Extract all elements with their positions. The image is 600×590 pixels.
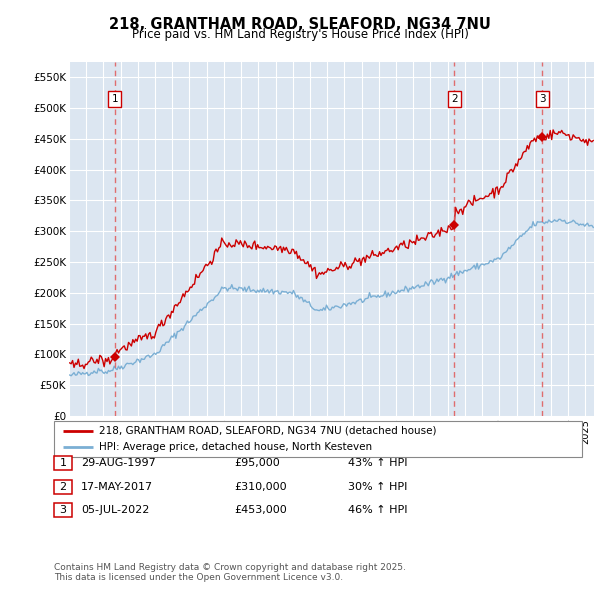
Text: 218, GRANTHAM ROAD, SLEAFORD, NG34 7NU (detached house): 218, GRANTHAM ROAD, SLEAFORD, NG34 7NU (… <box>99 426 437 436</box>
Text: 1: 1 <box>59 458 67 468</box>
Text: 46% ↑ HPI: 46% ↑ HPI <box>348 506 407 515</box>
Text: This data is licensed under the Open Government Licence v3.0.: This data is licensed under the Open Gov… <box>54 573 343 582</box>
Text: 3: 3 <box>539 94 545 104</box>
Text: 218, GRANTHAM ROAD, SLEAFORD, NG34 7NU: 218, GRANTHAM ROAD, SLEAFORD, NG34 7NU <box>109 17 491 31</box>
Text: 2: 2 <box>59 482 67 491</box>
Text: 30% ↑ HPI: 30% ↑ HPI <box>348 482 407 491</box>
Text: 43% ↑ HPI: 43% ↑ HPI <box>348 458 407 468</box>
Text: 17-MAY-2017: 17-MAY-2017 <box>81 482 153 491</box>
Text: 3: 3 <box>59 506 67 515</box>
Text: £453,000: £453,000 <box>234 506 287 515</box>
Text: £310,000: £310,000 <box>234 482 287 491</box>
Text: Contains HM Land Registry data © Crown copyright and database right 2025.: Contains HM Land Registry data © Crown c… <box>54 563 406 572</box>
Text: HPI: Average price, detached house, North Kesteven: HPI: Average price, detached house, Nort… <box>99 442 372 452</box>
Text: Price paid vs. HM Land Registry's House Price Index (HPI): Price paid vs. HM Land Registry's House … <box>131 28 469 41</box>
Text: 05-JUL-2022: 05-JUL-2022 <box>81 506 149 515</box>
Text: 2: 2 <box>451 94 457 104</box>
Text: 29-AUG-1997: 29-AUG-1997 <box>81 458 156 468</box>
Text: 1: 1 <box>112 94 118 104</box>
Text: £95,000: £95,000 <box>234 458 280 468</box>
